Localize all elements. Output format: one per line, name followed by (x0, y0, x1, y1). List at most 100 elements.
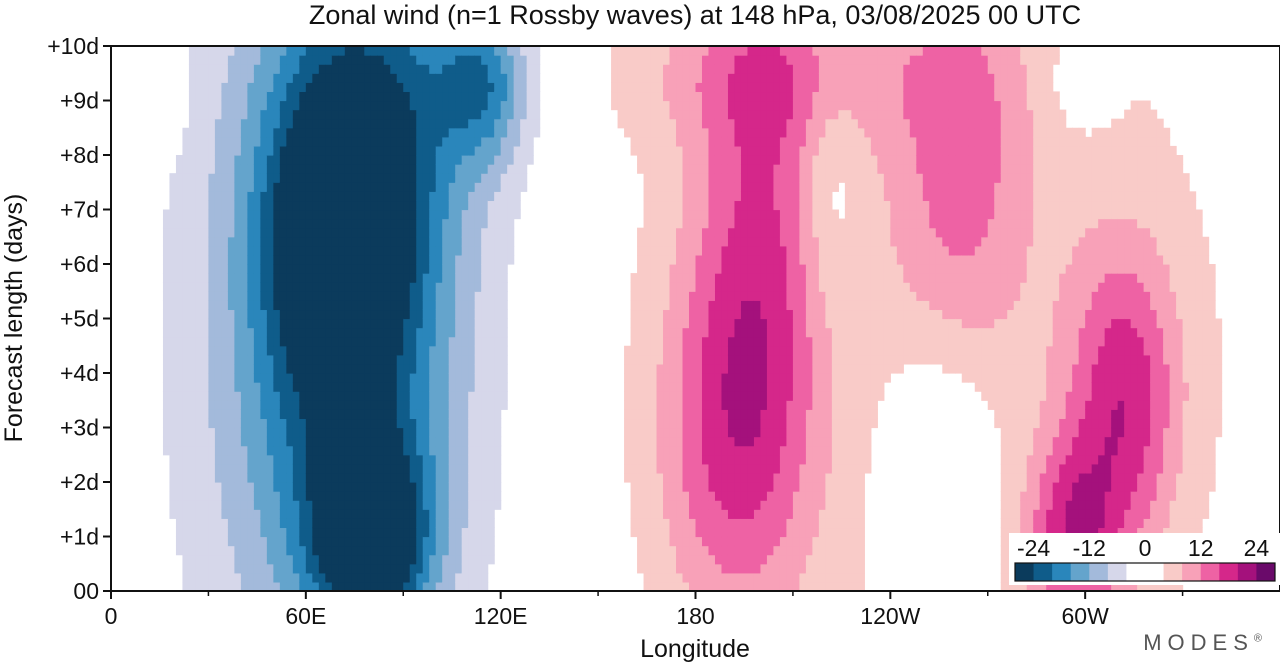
contour-cell (682, 581, 690, 591)
contour-cell (383, 109, 391, 120)
contour-cell (364, 500, 372, 510)
contour-cell (305, 118, 313, 129)
contour-cell (455, 218, 463, 229)
contour-cell (435, 254, 443, 265)
contour-cell (630, 500, 638, 510)
contour-cell (507, 100, 515, 111)
contour-cell (318, 46, 326, 56)
contour-cell (656, 382, 664, 392)
contour-cell (740, 282, 749, 292)
contour-cell (818, 118, 826, 129)
contour-cell (370, 563, 378, 574)
contour-cell (799, 218, 807, 229)
contour-cell (747, 291, 755, 301)
contour-cell (429, 118, 437, 129)
contour-cell (721, 155, 729, 165)
contour-cell (760, 509, 768, 519)
contour-cell (643, 382, 651, 392)
contour-cell (312, 100, 320, 111)
contour-cell (299, 173, 307, 183)
contour-cell (747, 191, 755, 202)
contour-cell (786, 209, 794, 220)
contour-cell (227, 336, 235, 347)
contour-cell (429, 382, 437, 392)
contour-cell (318, 554, 326, 565)
contour-cell (753, 491, 762, 501)
contour-cell (325, 382, 333, 392)
contour-cell (630, 391, 638, 401)
contour-cell (637, 55, 645, 65)
contour-cell (792, 345, 801, 356)
contour-cell (383, 254, 391, 265)
contour-cell (468, 100, 476, 111)
contour-cell (344, 354, 352, 365)
contour-cell (273, 382, 281, 392)
contour-cell (325, 254, 333, 265)
contour-cell (624, 382, 632, 392)
contour-cell (195, 145, 203, 156)
contour-cell (286, 136, 294, 147)
contour-cell (240, 109, 248, 120)
contour-cell (344, 118, 352, 129)
contour-cell (253, 218, 261, 229)
contour-cell (682, 182, 690, 192)
contour-cell (825, 418, 833, 429)
contour-cell (643, 354, 651, 365)
contour-cell (792, 200, 801, 211)
contour-cell (825, 382, 833, 392)
contour-cell (214, 109, 223, 120)
contour-cell (663, 291, 671, 301)
contour-cell (305, 336, 313, 347)
contour-cell (279, 363, 287, 374)
contour-cell (318, 354, 326, 365)
contour-cell (805, 100, 813, 111)
contour-cell (214, 418, 223, 429)
contour-cell (416, 273, 424, 283)
contour-cell (188, 318, 197, 329)
contour-cell (500, 64, 508, 74)
contour-cell (481, 55, 489, 65)
contour-cell (461, 445, 469, 456)
contour-cell (377, 391, 385, 401)
contour-cell (403, 363, 411, 374)
contour-cell (773, 518, 781, 529)
contour-cell (221, 572, 229, 583)
contour-cell (221, 200, 229, 211)
contour-cell (331, 509, 339, 519)
contour-cell (390, 500, 398, 510)
contour-cell (305, 200, 313, 211)
contour-cell (208, 55, 216, 65)
contour-cell (175, 391, 184, 401)
contour-cell (643, 218, 651, 229)
contour-cell (799, 145, 807, 156)
contour-cell (364, 536, 372, 547)
contour-cell (669, 91, 677, 102)
contour-cell (708, 400, 716, 410)
contour-cell (760, 491, 768, 501)
contour-cell (507, 145, 515, 156)
contour-cell (390, 236, 398, 247)
contour-cell (331, 245, 339, 256)
plot-area (110, 45, 1280, 592)
contour-cell (474, 336, 482, 347)
contour-cell (299, 264, 307, 274)
contour-cell (435, 200, 443, 211)
contour-cell (734, 173, 742, 183)
contour-cell (753, 273, 762, 283)
contour-cell (507, 191, 515, 202)
contour-cell (695, 173, 703, 183)
contour-cell (227, 254, 235, 265)
contour-cell (260, 282, 268, 292)
contour-cell (247, 82, 255, 93)
contour-cell (364, 55, 372, 65)
contour-cell (695, 572, 703, 583)
contour-cell (182, 418, 190, 429)
contour-cell (812, 418, 820, 429)
contour-cell (273, 491, 281, 501)
contour-cell (422, 273, 430, 283)
contour-cell (227, 472, 235, 483)
contour-cell (818, 445, 826, 456)
contour-cell (266, 454, 274, 465)
contour-cell (396, 282, 404, 292)
contour-cell (305, 136, 313, 147)
